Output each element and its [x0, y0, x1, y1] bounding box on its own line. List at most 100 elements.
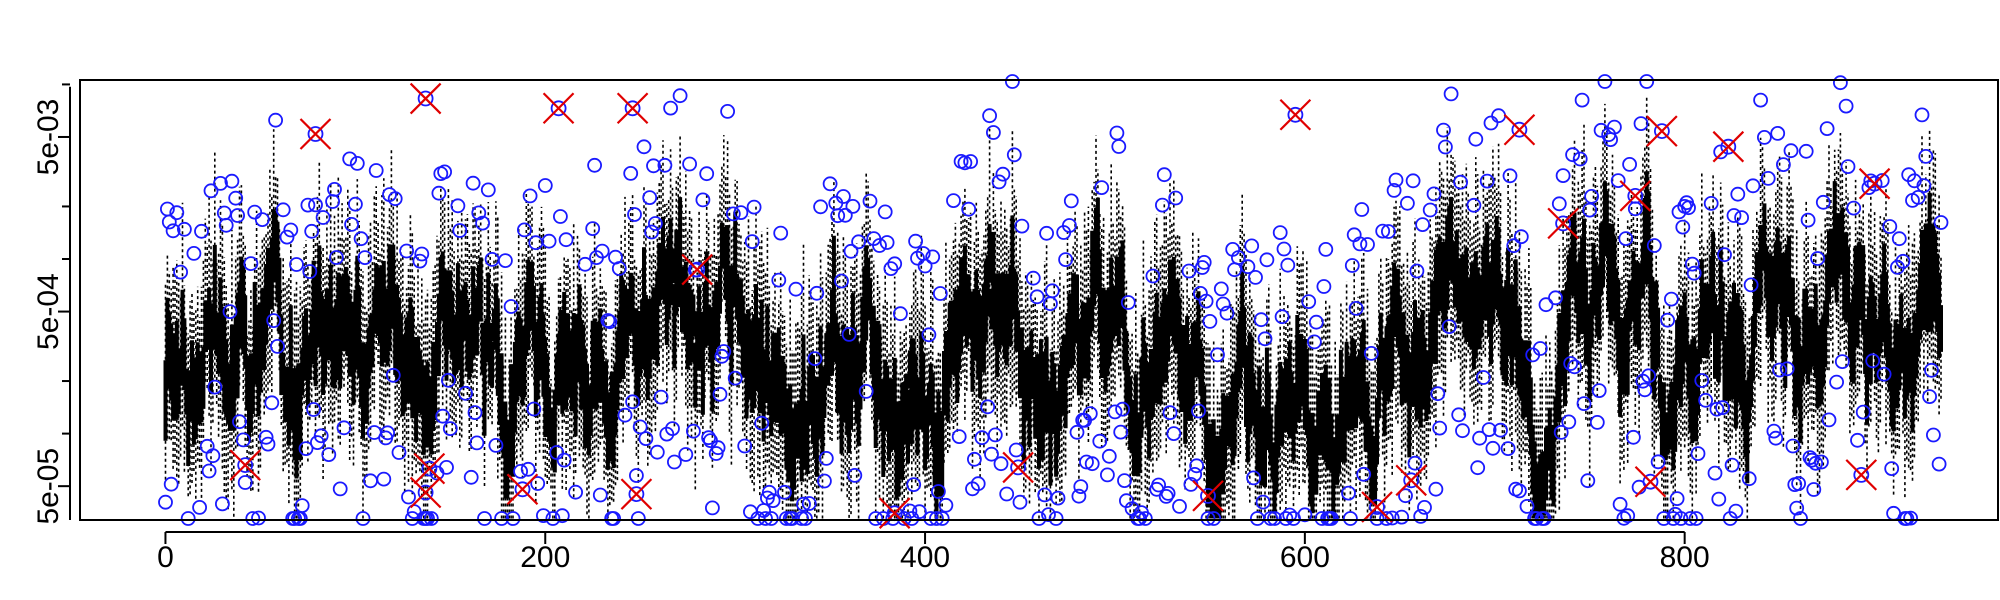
circle-outlier	[1276, 241, 1292, 257]
cross-point	[1712, 130, 1745, 163]
circle-outlier	[1415, 217, 1430, 233]
circle-outlier	[1707, 465, 1723, 481]
circle-outlier	[1610, 173, 1626, 189]
circle-outlier	[380, 425, 396, 441]
cross-point	[1279, 99, 1312, 131]
circle-outlier	[463, 469, 479, 485]
circle-outlier	[798, 511, 813, 526]
circle-outlier	[818, 450, 834, 466]
circle-outlier	[1132, 511, 1147, 526]
circle-outlier	[1189, 458, 1204, 474]
circle-outlier	[1058, 252, 1073, 268]
circle-outlier	[1240, 259, 1256, 275]
circle-outlier	[1316, 279, 1332, 294]
y-tick-label: 5e-05	[32, 448, 65, 525]
circle-outlier	[207, 379, 223, 395]
circle-outlier	[1874, 173, 1890, 188]
circle-outlier	[701, 430, 716, 446]
circle-outlier	[1301, 294, 1317, 310]
circle-outlier	[951, 429, 967, 445]
circle-outlier	[1438, 139, 1453, 155]
circle-outlier	[1914, 107, 1930, 123]
circle-outlier	[298, 441, 314, 457]
circle-outlier	[1071, 488, 1087, 504]
circle-outlier	[632, 419, 648, 435]
circle-outlier	[1681, 200, 1696, 216]
circle-outlier	[484, 251, 500, 267]
circle-outlier	[450, 198, 466, 214]
circle-outlier	[232, 414, 247, 430]
circle-outlier	[1166, 426, 1182, 442]
cross-point	[1192, 480, 1224, 512]
circle-outlier	[401, 489, 416, 505]
circle-outlier	[1267, 511, 1282, 526]
circle-outlier	[1500, 441, 1516, 457]
cross-point	[299, 118, 332, 150]
circle-outlier	[1591, 383, 1607, 399]
x-tick-label: 0	[157, 541, 174, 574]
circle-outlier	[1470, 460, 1486, 476]
cross-point-circle	[1403, 472, 1420, 489]
cross-point-circle	[550, 100, 567, 117]
circle-outlier	[758, 511, 773, 526]
circle-outlier	[304, 223, 320, 239]
y-tick-label: 5e-04	[32, 273, 65, 350]
circle-outlier	[883, 261, 899, 277]
circle-outlier	[1903, 510, 1918, 526]
circle-outlier	[194, 223, 209, 239]
circle-outlier	[1675, 219, 1691, 235]
circle-outlier	[957, 155, 973, 171]
circle-outlier	[642, 190, 658, 206]
circle-outlier	[347, 196, 363, 212]
circle-outlier	[1274, 309, 1290, 325]
circle-outlier	[287, 511, 303, 526]
circle-outlier	[1626, 429, 1641, 445]
circle-outlier	[161, 214, 177, 230]
circle-outlier	[203, 183, 219, 199]
circle-outlier	[879, 235, 895, 250]
cross-point	[1619, 180, 1652, 212]
cross-point	[1002, 451, 1034, 484]
circle-outlier	[1639, 74, 1655, 89]
cross-point	[681, 253, 713, 286]
circle-outlier	[902, 503, 918, 519]
cross-point-circle	[1627, 187, 1644, 204]
circle-outlier	[1783, 143, 1799, 159]
circle-outlier	[1386, 182, 1402, 198]
circle-outlier	[1341, 485, 1356, 501]
circle-outlier	[1308, 314, 1324, 330]
circle-outlier	[494, 511, 510, 526]
circle-outlier	[553, 209, 568, 224]
circle-outlier	[995, 166, 1011, 182]
circle-outlier	[442, 421, 458, 437]
circle-outlier	[1637, 382, 1653, 398]
circle-outlier	[264, 395, 280, 411]
circle-outlier	[275, 202, 291, 218]
circle-outlier	[1436, 122, 1451, 138]
circle-outlier	[158, 494, 173, 510]
cross-point-circle	[1010, 459, 1026, 476]
circle-outlier	[594, 243, 610, 259]
cross-point-circle	[1853, 466, 1870, 483]
circle-outlier	[813, 199, 828, 215]
circle-outlier	[1244, 238, 1260, 254]
circle-outlier	[1409, 263, 1425, 279]
circle-outlier	[665, 421, 680, 437]
circle-outlier	[1343, 511, 1358, 526]
cross-point-circle	[1866, 175, 1883, 192]
circle-outlier	[1255, 494, 1271, 510]
circle-outlier	[1263, 511, 1279, 526]
circle-outlier	[545, 511, 561, 526]
circle-outlier	[1553, 424, 1569, 440]
circle-outlier	[746, 199, 762, 215]
circle-outlier	[1426, 186, 1442, 202]
circle-outlier	[1933, 215, 1949, 230]
circle-outlier	[1375, 223, 1391, 239]
circle-outlier	[1476, 370, 1491, 385]
circle-outlier	[644, 224, 659, 240]
cross-point-circle	[689, 261, 706, 278]
circle-outlier	[313, 428, 329, 444]
circle-outlier	[585, 221, 601, 237]
circle-outlier	[1050, 490, 1066, 506]
circle-outlier	[1117, 473, 1132, 489]
